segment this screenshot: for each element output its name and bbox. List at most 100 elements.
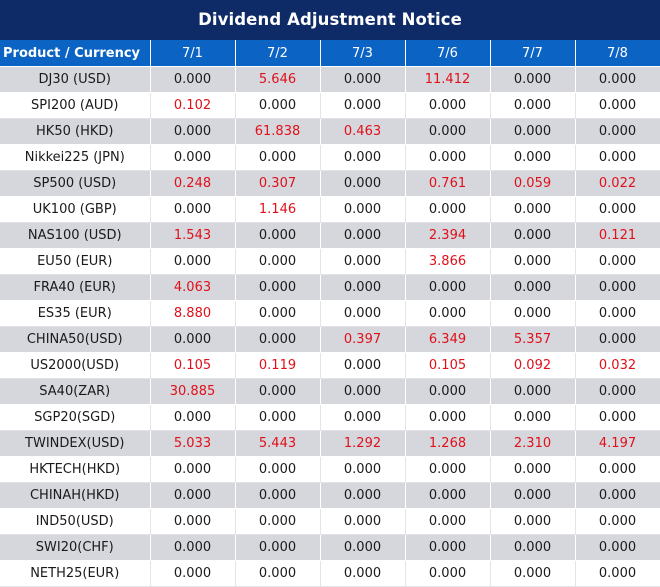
value-cell: 0.000 xyxy=(575,274,660,301)
value-cell: 0.000 xyxy=(575,404,660,431)
value-cell: 0.059 xyxy=(490,170,576,197)
value-cell: 0.000 xyxy=(320,508,406,535)
value-cell: 0.000 xyxy=(150,534,236,561)
value-cell: 0.000 xyxy=(405,300,491,327)
value-cell: 2.310 xyxy=(490,430,576,457)
value-cell: 0.000 xyxy=(405,560,491,587)
value-cell: 0.000 xyxy=(490,248,576,275)
value-cell: 0.000 xyxy=(150,118,236,145)
value-cell: 0.000 xyxy=(235,274,321,301)
table-row: HK50 (HKD) 0.000 61.838 0.463 0.000 0.000 0.00… xyxy=(0,118,660,145)
value-cell: 0.000 xyxy=(575,92,660,119)
value-cell: 0.000 xyxy=(150,404,236,431)
value-cell: 1.543 xyxy=(150,222,236,249)
value-cell: 0.000 xyxy=(405,92,491,119)
value-cell: 0.000 xyxy=(575,118,660,145)
value-cell: 0.000 xyxy=(320,300,406,327)
value-cell: 4.197 xyxy=(575,430,660,457)
value-cell: 0.000 xyxy=(320,534,406,561)
table-row: UK100 (GBP) 0.000 1.146 0.000 0.000 0.000 0.00… xyxy=(0,196,660,223)
value-cell: 0.000 xyxy=(320,92,406,119)
column-header-date: 7/8 xyxy=(575,40,660,67)
value-cell: 0.000 xyxy=(235,482,321,509)
product-cell: ES35 (EUR) xyxy=(0,300,151,327)
value-cell: 0.397 xyxy=(320,326,406,353)
table-row: US2000(USD) 0.105 0.119 0.000 0.105 0.092 0.03… xyxy=(0,352,660,379)
value-cell: 0.761 xyxy=(405,170,491,197)
value-cell: 0.000 xyxy=(490,92,576,119)
product-cell: SWI20(CHF) xyxy=(0,534,151,561)
column-header-date: 7/6 xyxy=(405,40,491,67)
value-cell: 0.000 xyxy=(405,118,491,145)
column-header-date: 7/1 xyxy=(150,40,236,67)
table-row: TWINDEX(USD) 5.033 5.443 1.292 1.268 2.310 4.1… xyxy=(0,430,660,457)
product-cell: SA40(ZAR) xyxy=(0,378,151,405)
value-cell: 0.000 xyxy=(575,66,660,93)
value-cell: 0.000 xyxy=(575,378,660,405)
dividend-table: Product / Currency 7/1 7/2 7/3 7/6 7/7 7… xyxy=(0,40,660,587)
table-row: IND50(USD) 0.000 0.000 0.000 0.000 0.000 0.000 xyxy=(0,508,660,535)
table-row: SP500 (USD) 0.248 0.307 0.000 0.761 0.059 0.02… xyxy=(0,170,660,197)
product-cell: NAS100 (USD) xyxy=(0,222,151,249)
column-header-date: 7/3 xyxy=(320,40,406,67)
value-cell: 0.000 xyxy=(150,560,236,587)
table-row: NETH25(EUR) 0.000 0.000 0.000 0.000 0.000 0.00… xyxy=(0,560,660,587)
value-cell: 0.000 xyxy=(235,378,321,405)
value-cell: 0.000 xyxy=(320,144,406,171)
value-cell: 0.000 xyxy=(235,560,321,587)
value-cell: 0.000 xyxy=(235,326,321,353)
value-cell: 4.063 xyxy=(150,274,236,301)
value-cell: 0.000 xyxy=(405,144,491,171)
product-cell: FRA40 (EUR) xyxy=(0,274,151,301)
value-cell: 0.000 xyxy=(320,222,406,249)
value-cell: 0.000 xyxy=(490,118,576,145)
value-cell: 0.000 xyxy=(575,300,660,327)
value-cell: 0.000 xyxy=(490,196,576,223)
product-cell: HKTECH(HKD) xyxy=(0,456,151,483)
value-cell: 5.646 xyxy=(235,66,321,93)
table-row: NAS100 (USD) 1.543 0.000 0.000 2.394 0.000 0.1… xyxy=(0,222,660,249)
value-cell: 0.000 xyxy=(490,482,576,509)
value-cell: 0.000 xyxy=(235,508,321,535)
product-cell: NETH25(EUR) xyxy=(0,560,151,587)
value-cell: 3.866 xyxy=(405,248,491,275)
product-cell: US2000(USD) xyxy=(0,352,151,379)
value-cell: 0.000 xyxy=(490,300,576,327)
value-cell: 0.000 xyxy=(235,404,321,431)
value-cell: 0.000 xyxy=(405,456,491,483)
value-cell: 0.000 xyxy=(490,456,576,483)
value-cell: 0.000 xyxy=(490,144,576,171)
value-cell: 0.000 xyxy=(490,222,576,249)
value-cell: 0.000 xyxy=(150,456,236,483)
value-cell: 1.268 xyxy=(405,430,491,457)
value-cell: 0.105 xyxy=(150,352,236,379)
product-cell: IND50(USD) xyxy=(0,508,151,535)
value-cell: 0.032 xyxy=(575,352,660,379)
table-row: SA40(ZAR) 30.885 0.000 0.000 0.000 0.000 0.000 xyxy=(0,378,660,405)
value-cell: 0.000 xyxy=(490,66,576,93)
product-cell: CHINAH(HKD) xyxy=(0,482,151,509)
value-cell: 0.000 xyxy=(320,196,406,223)
value-cell: 8.880 xyxy=(150,300,236,327)
value-cell: 0.000 xyxy=(575,144,660,171)
value-cell: 0.000 xyxy=(575,534,660,561)
value-cell: 0.000 xyxy=(235,534,321,561)
value-cell: 0.000 xyxy=(320,482,406,509)
value-cell: 0.119 xyxy=(235,352,321,379)
value-cell: 0.000 xyxy=(320,274,406,301)
table-row: ES35 (EUR) 8.880 0.000 0.000 0.000 0.000 0.000 xyxy=(0,300,660,327)
value-cell: 0.000 xyxy=(575,456,660,483)
value-cell: 0.000 xyxy=(575,326,660,353)
value-cell: 0.000 xyxy=(490,560,576,587)
value-cell: 0.000 xyxy=(320,404,406,431)
value-cell: 1.146 xyxy=(235,196,321,223)
table-row: CHINA50(USD) 0.000 0.000 0.397 6.349 5.357 0.0… xyxy=(0,326,660,353)
table-body: DJ30 (USD) 0.000 5.646 0.000 11.412 0.000 0.00… xyxy=(0,66,660,587)
value-cell: 0.000 xyxy=(405,482,491,509)
column-header-date: 7/2 xyxy=(235,40,321,67)
value-cell: 0.000 xyxy=(235,300,321,327)
value-cell: 0.000 xyxy=(490,404,576,431)
table-row: Nikkei225 (JPN) 0.000 0.000 0.000 0.000 0.000… xyxy=(0,144,660,171)
value-cell: 0.000 xyxy=(150,66,236,93)
